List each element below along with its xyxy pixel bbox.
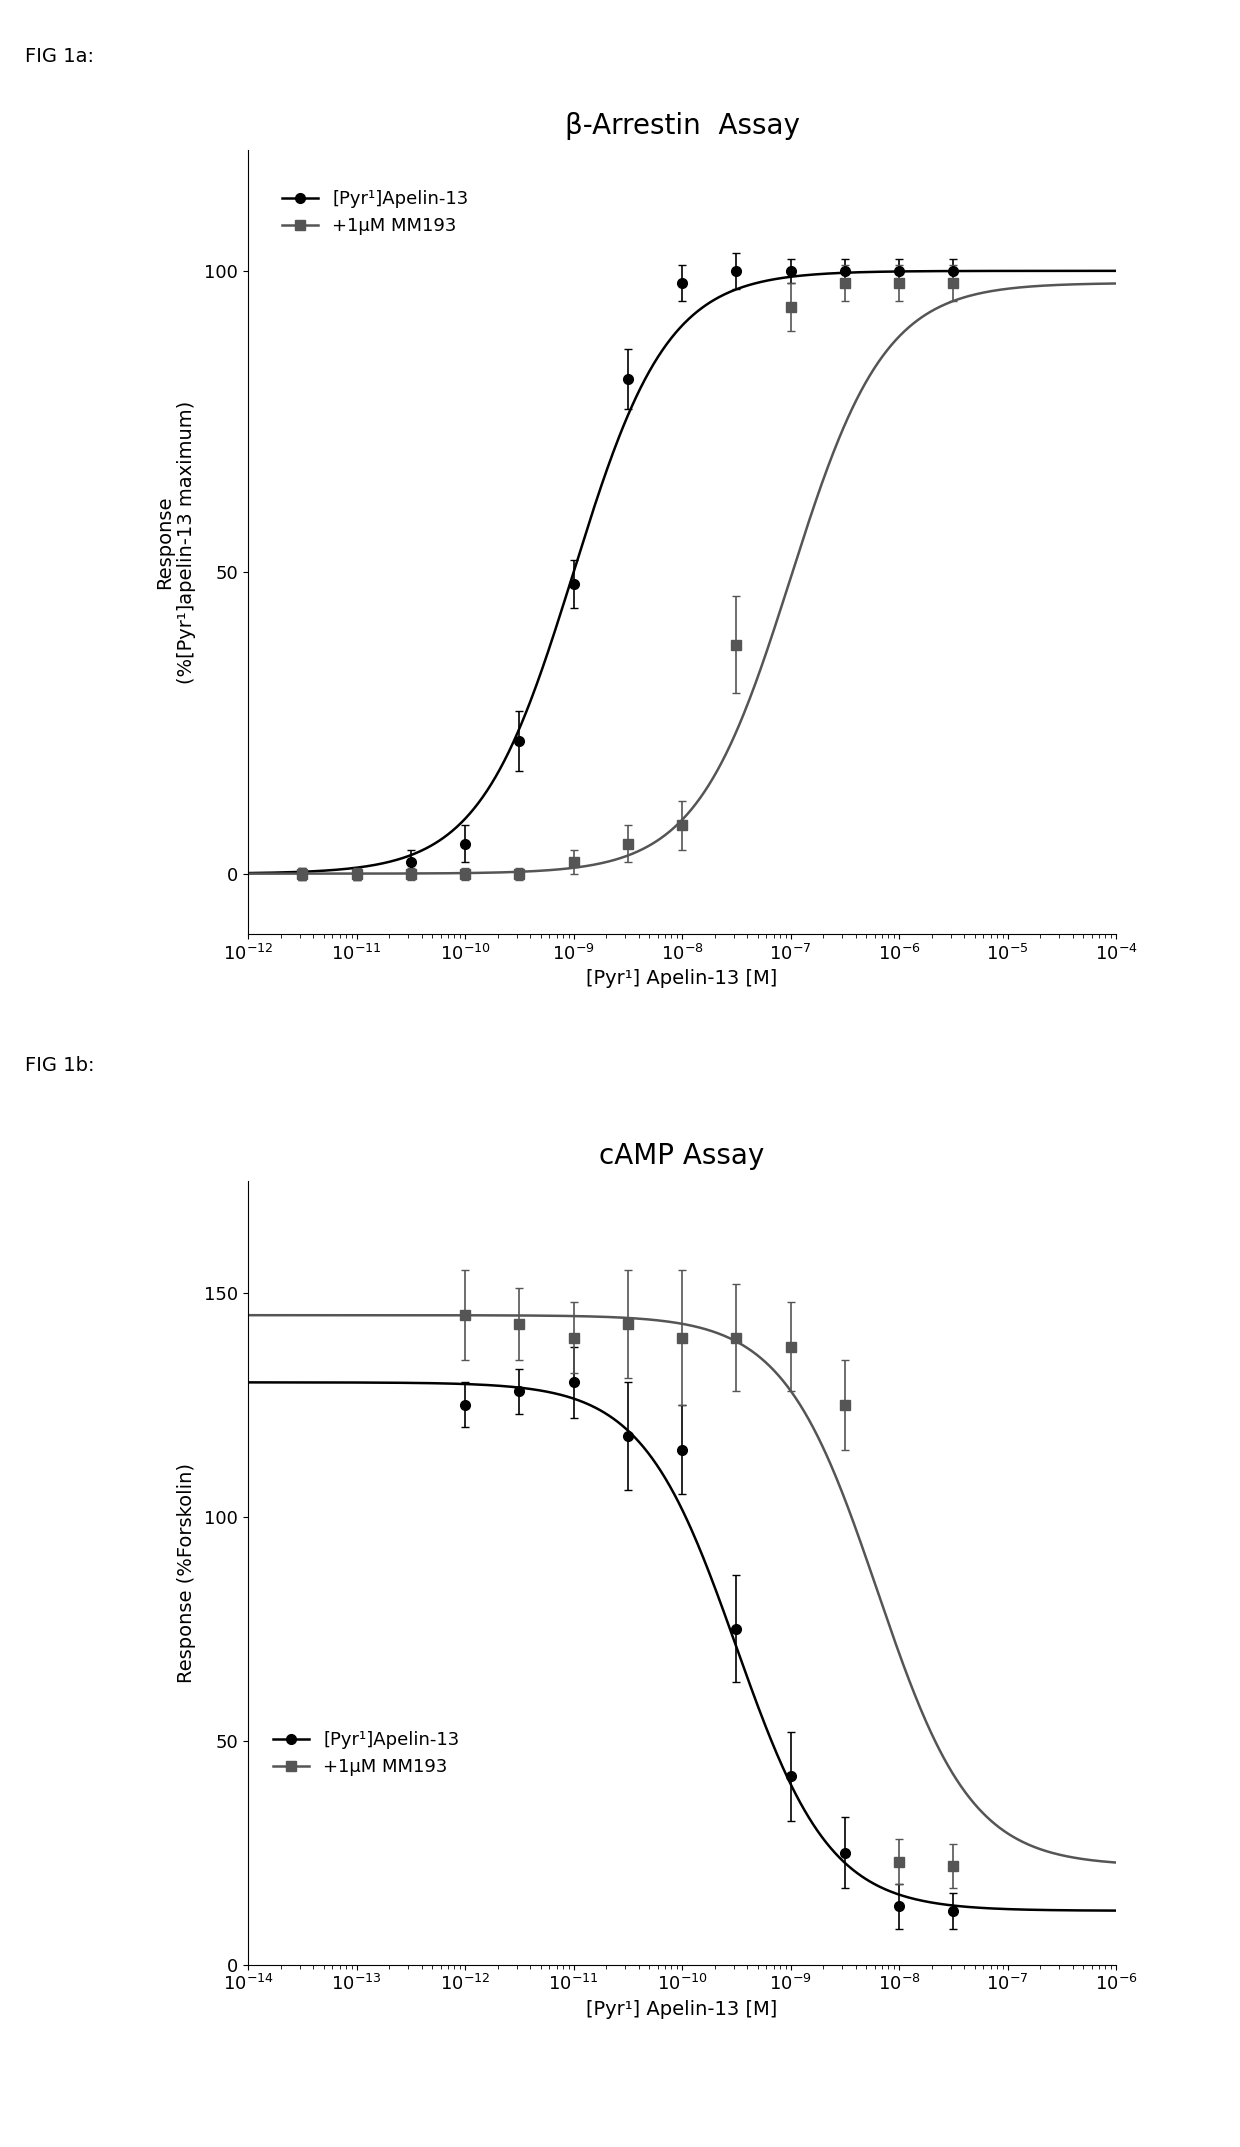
Text: FIG 1a:: FIG 1a: <box>25 47 94 67</box>
Y-axis label: Response (%Forskolin): Response (%Forskolin) <box>177 1462 196 1683</box>
Title: cAMP Assay: cAMP Assay <box>599 1142 765 1170</box>
Legend: [Pyr¹]Apelin-13, +1μM MM193: [Pyr¹]Apelin-13, +1μM MM193 <box>274 182 476 243</box>
X-axis label: [Pyr¹] Apelin-13 [M]: [Pyr¹] Apelin-13 [M] <box>587 1999 777 2018</box>
Legend: [Pyr¹]Apelin-13, +1μM MM193: [Pyr¹]Apelin-13, +1μM MM193 <box>265 1724 467 1782</box>
Text: FIG 1b:: FIG 1b: <box>25 1056 94 1076</box>
X-axis label: [Pyr¹] Apelin-13 [M]: [Pyr¹] Apelin-13 [M] <box>587 968 777 988</box>
Y-axis label: Response
(%[Pyr¹]apelin-13 maximum): Response (%[Pyr¹]apelin-13 maximum) <box>155 401 196 683</box>
Title: β-Arrestin  Assay: β-Arrestin Assay <box>564 112 800 140</box>
